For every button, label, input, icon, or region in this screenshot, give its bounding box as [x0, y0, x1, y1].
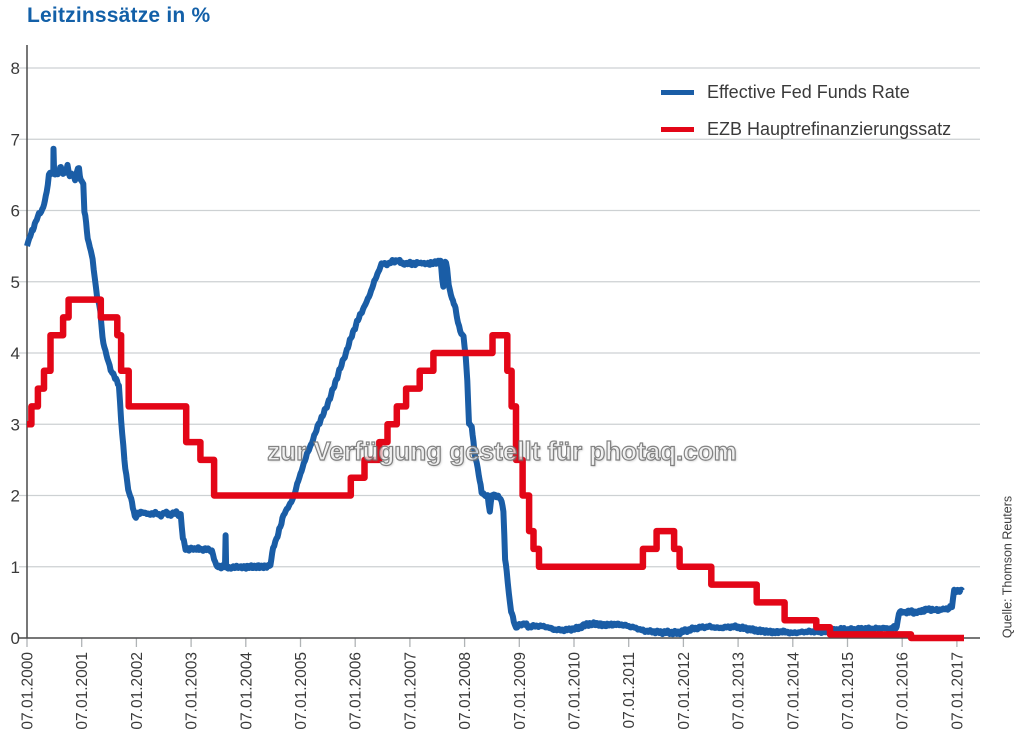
source-credit: Quelle: Thomson Reuters [1000, 495, 1015, 639]
x-tick-label: 07.01.2007 [402, 652, 419, 730]
y-tick-label: 1 [11, 558, 20, 577]
legend-item-fed: Effective Fed Funds Rate [661, 74, 951, 111]
x-tick-label: 07.01.2012 [676, 652, 693, 730]
chart-title: Leitzinssätze in % [27, 4, 211, 27]
y-tick-label: 8 [11, 59, 20, 78]
ezb-rate-line [27, 296, 966, 642]
x-tick-label: 07.01.2016 [895, 652, 912, 730]
x-tick-label: 07.01.2003 [184, 652, 201, 730]
legend-item-ezb: EZB Hauptrefinanzierungssatz [661, 111, 951, 148]
y-tick-label: 3 [11, 415, 20, 434]
y-tick-label: 0 [11, 629, 20, 648]
x-tick-label: 07.01.2015 [840, 652, 857, 730]
y-tick-label: 4 [11, 344, 20, 363]
legend-label-fed: Effective Fed Funds Rate [707, 82, 910, 102]
y-tick-label: 7 [11, 130, 20, 149]
x-tick-label: 07.01.2002 [129, 652, 146, 730]
x-tick-label: 07.01.2000 [20, 652, 37, 730]
fed-line-swatch-icon [661, 90, 694, 95]
legend-label-ezb: EZB Hauptrefinanzierungssatz [707, 119, 952, 139]
x-tick-label: 07.01.2006 [348, 652, 365, 730]
y-tick-label: 5 [11, 273, 20, 292]
x-tick-label: 07.01.2013 [731, 652, 748, 730]
ezb-line-swatch-icon [661, 127, 694, 132]
x-tick-label: 07.01.2009 [512, 652, 529, 730]
fed-funds-line [24, 145, 965, 638]
x-tick-label: 07.01.2004 [238, 652, 255, 730]
x-tick-label: 07.01.2001 [74, 652, 91, 730]
x-tick-label: 07.01.2010 [567, 652, 584, 730]
legend: Effective Fed Funds Rate EZB Hauptrefina… [661, 74, 951, 148]
x-tick-label: 07.01.2011 [621, 652, 638, 728]
x-tick-label: 07.01.2017 [949, 652, 966, 730]
y-tick-label: 2 [11, 487, 20, 506]
x-tick-label: 07.01.2005 [293, 652, 310, 730]
x-tick-label: 07.01.2014 [785, 652, 802, 730]
x-tick-label: 07.01.2008 [457, 652, 474, 730]
y-tick-label: 6 [11, 202, 20, 221]
